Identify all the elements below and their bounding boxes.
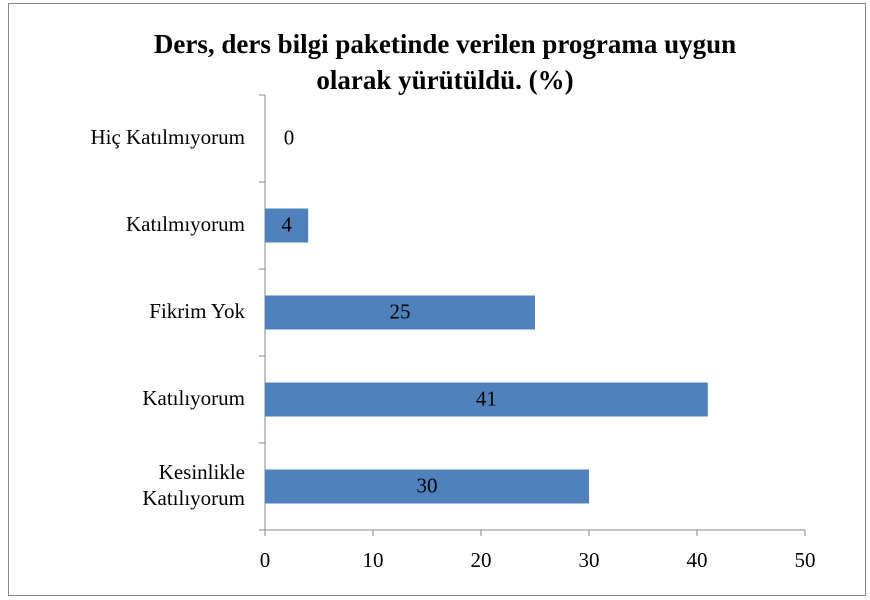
data-label: 25 (390, 299, 411, 323)
chart-title: Ders, ders bilgi paketinde verilen progr… (153, 29, 737, 95)
x-tick-label: 10 (363, 548, 384, 572)
bar (265, 469, 589, 504)
data-label: 41 (476, 386, 497, 410)
data-label: 0 (284, 125, 295, 149)
x-tick-label: 30 (579, 548, 600, 572)
y-tick-label: Katılıyorum (142, 385, 245, 410)
data-label: 4 (281, 212, 292, 236)
y-tick-label: Kesinlikle Katılıyorum (142, 459, 245, 510)
data-label: 30 (417, 473, 438, 497)
x-tick-label: 20 (471, 548, 492, 572)
bar (265, 382, 708, 417)
bar (265, 295, 535, 330)
x-tick-label: 50 (795, 548, 816, 572)
y-tick-label: Fikrim Yok (149, 298, 245, 323)
bar (265, 208, 309, 243)
y-tick-label: Hiç Katılmıyorum (90, 124, 245, 149)
x-tick-label: 0 (260, 548, 271, 572)
x-tick-label: 40 (687, 548, 708, 572)
y-tick-label: Katılmıyorum (126, 211, 245, 236)
frame (8, 3, 866, 596)
